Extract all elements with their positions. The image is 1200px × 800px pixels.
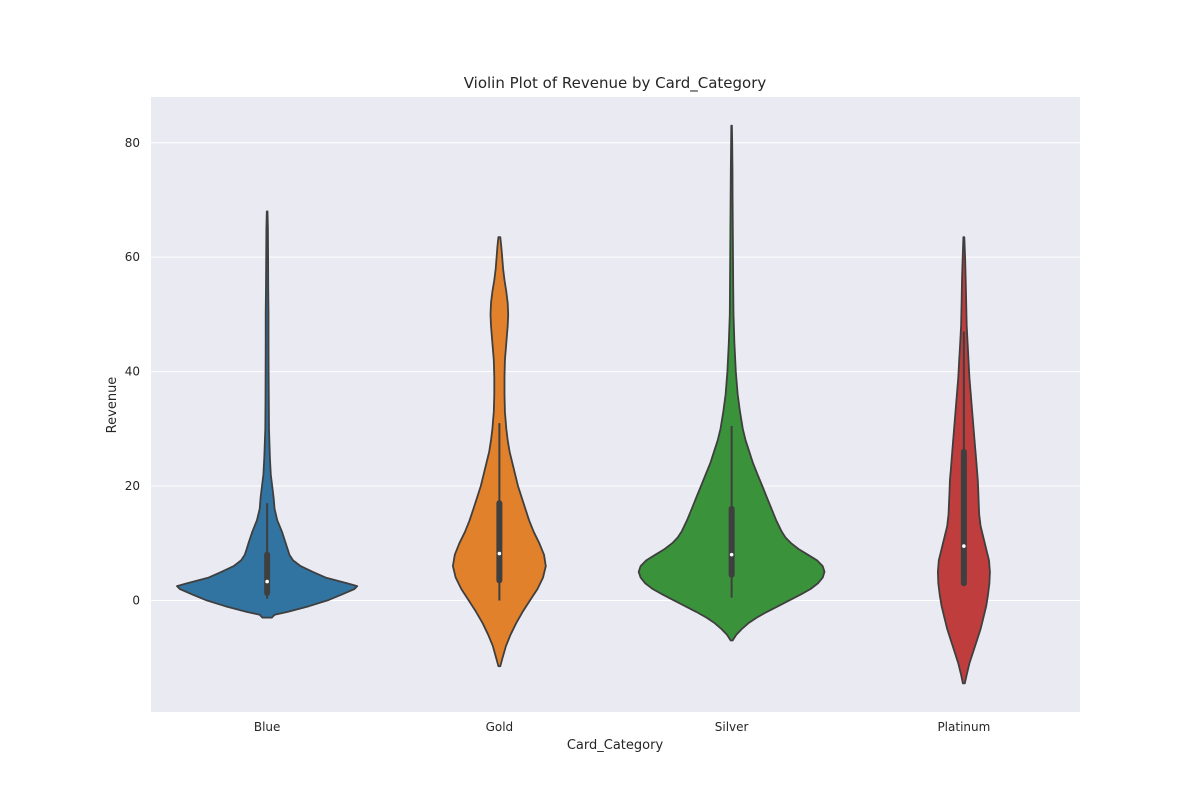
plot-background: [151, 97, 1080, 712]
x-tick-label: Silver: [715, 720, 749, 734]
y-tick-label: 80: [125, 136, 140, 150]
violin-platinum: [937, 236, 991, 685]
chart-title: Violin Plot of Revenue by Card_Category: [464, 74, 767, 93]
violin-silver: [637, 124, 826, 642]
y-tick-label: 60: [125, 250, 140, 264]
violin-median-point: [962, 544, 966, 548]
violin-blue: [176, 210, 359, 619]
x-tick-label: Platinum: [937, 720, 990, 734]
y-tick-labels: 0 20 40 60 80: [125, 136, 140, 608]
violin-gold: [452, 236, 547, 668]
violins: [176, 124, 991, 685]
violin-median-point: [497, 551, 502, 556]
y-axis-label: Revenue: [105, 377, 120, 434]
x-tick-label: Gold: [486, 720, 514, 734]
y-tick-label: 20: [125, 479, 140, 493]
violin-body: [637, 124, 826, 642]
grid-lines: [151, 142, 1080, 601]
violin-median-point: [265, 579, 269, 584]
x-tick-labels: Blue Gold Silver Platinum: [254, 720, 990, 734]
x-tick-label: Blue: [254, 720, 281, 734]
violin-body: [176, 210, 359, 619]
y-tick-label: 0: [132, 593, 140, 607]
y-tick-label: 40: [125, 365, 140, 379]
x-axis-label: Card_Category: [567, 738, 664, 753]
violin-median-point: [729, 552, 734, 557]
